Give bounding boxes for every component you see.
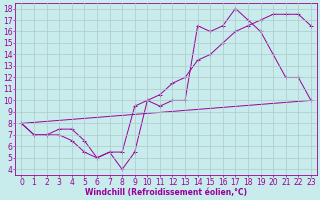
X-axis label: Windchill (Refroidissement éolien,°C): Windchill (Refroidissement éolien,°C) (85, 188, 247, 197)
